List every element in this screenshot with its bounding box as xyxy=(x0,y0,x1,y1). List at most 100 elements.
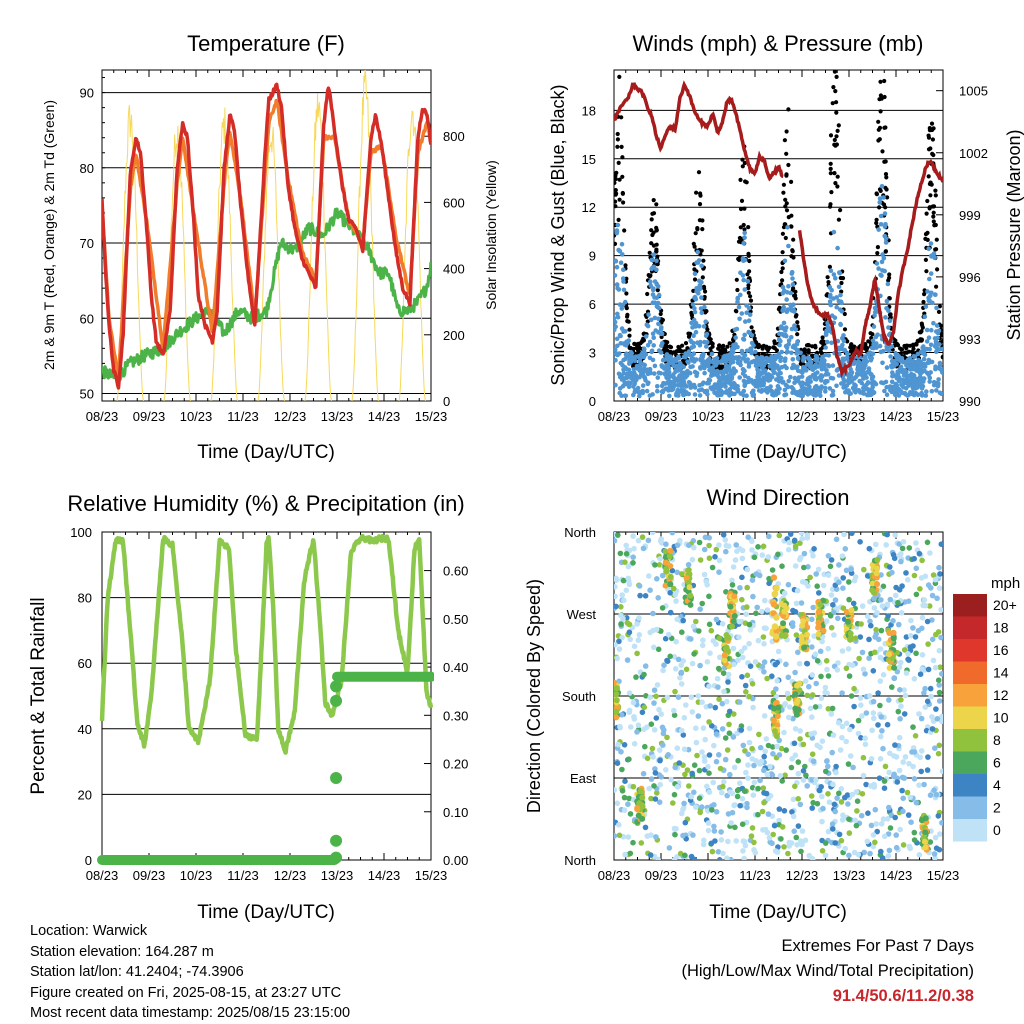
direction-point xyxy=(755,637,762,644)
direction-point xyxy=(833,763,839,770)
gust-point xyxy=(793,314,799,319)
direction-point xyxy=(858,621,864,627)
direction-point xyxy=(699,600,705,607)
direction-point xyxy=(651,644,657,651)
humidity-y2tick-label: 0.60 xyxy=(443,564,468,579)
direction-point xyxy=(897,659,904,666)
extremes-subheading: (High/Low/Max Wind/Total Precipitation) xyxy=(681,962,974,980)
direction-point xyxy=(635,722,642,728)
temperature-xtick-label: 11/23 xyxy=(227,409,259,424)
gust-point xyxy=(917,330,922,335)
gust-point xyxy=(782,138,788,143)
direction-point xyxy=(729,577,735,584)
direction-point xyxy=(828,557,835,563)
direction-point xyxy=(873,570,880,577)
direction-point xyxy=(654,682,661,688)
gust-point xyxy=(742,206,747,211)
wind-point xyxy=(894,383,899,388)
wind-point xyxy=(749,377,754,383)
direction-point xyxy=(638,840,645,846)
direction-point xyxy=(910,724,916,730)
direction-point xyxy=(877,702,883,709)
wind-point xyxy=(784,365,789,371)
direction-point xyxy=(746,621,753,628)
direction-point xyxy=(889,569,895,576)
direction-point xyxy=(815,619,822,626)
direction-point xyxy=(755,544,761,550)
wind-point xyxy=(650,292,656,297)
direction-point xyxy=(655,856,661,860)
gust-point xyxy=(870,332,875,337)
gust-point xyxy=(926,147,932,152)
wind-point xyxy=(867,355,873,360)
direction-point xyxy=(647,694,653,701)
direction-point xyxy=(927,685,934,692)
direction-point xyxy=(755,785,761,792)
gust-point xyxy=(772,341,777,346)
direction-point xyxy=(658,628,664,634)
direction-point xyxy=(828,592,835,598)
gust-point xyxy=(924,269,929,274)
direction-point xyxy=(741,788,748,794)
direction-point xyxy=(896,664,903,670)
direction-point xyxy=(705,820,712,826)
direction-point xyxy=(727,603,734,610)
direction-point xyxy=(648,795,654,802)
winds-y2tick-label: 1002 xyxy=(959,146,988,161)
wind-point xyxy=(792,380,797,386)
wind-point xyxy=(931,379,937,385)
wind-point xyxy=(800,358,806,363)
direction-point xyxy=(899,583,905,589)
direction-point xyxy=(932,834,939,841)
direction-point xyxy=(667,590,673,596)
wind-point xyxy=(621,357,626,363)
humidity-ytick-label: 60 xyxy=(78,656,92,671)
wind-point xyxy=(614,273,618,278)
direction-point xyxy=(696,767,703,774)
direction-point xyxy=(925,641,931,647)
direction-point xyxy=(639,709,646,716)
direction-point xyxy=(927,792,934,798)
wind-point xyxy=(708,385,714,391)
gust-point xyxy=(702,286,707,291)
direction-point xyxy=(679,810,685,817)
gust-point xyxy=(621,200,626,205)
direction-point xyxy=(630,560,636,566)
wind-point xyxy=(755,374,760,380)
direction-point xyxy=(795,823,802,829)
wind-point xyxy=(884,384,889,390)
direction-point xyxy=(859,603,866,609)
direction-point xyxy=(695,713,702,719)
direction-point xyxy=(811,546,817,552)
wind-point xyxy=(712,390,717,395)
pressure-line xyxy=(614,80,784,182)
wind-point xyxy=(704,380,710,386)
gust-point xyxy=(832,137,837,143)
direction-point xyxy=(781,633,788,640)
wind-point xyxy=(830,388,836,394)
direction-point xyxy=(898,703,904,709)
direction-point xyxy=(892,742,898,748)
wind-point xyxy=(614,382,618,388)
direction-point xyxy=(687,592,694,599)
wind-point xyxy=(741,277,746,283)
direction-point xyxy=(663,566,670,572)
direction-point xyxy=(721,657,728,664)
direction-point xyxy=(847,630,854,637)
direction-point xyxy=(655,646,662,653)
wind-point xyxy=(674,391,679,397)
gust-point xyxy=(875,251,880,256)
direction-point xyxy=(750,704,756,711)
gust-point xyxy=(623,263,628,268)
direction-point xyxy=(806,852,813,859)
wind-point xyxy=(757,388,762,393)
colorbar-swatch xyxy=(953,594,987,617)
direction-point xyxy=(799,535,805,542)
direction-point xyxy=(908,617,914,624)
direction-point xyxy=(908,819,914,825)
wind-point xyxy=(794,351,799,356)
wind-point xyxy=(888,354,893,359)
direction-point xyxy=(754,604,760,611)
gust-point xyxy=(616,217,621,222)
direction-point xyxy=(839,723,846,730)
